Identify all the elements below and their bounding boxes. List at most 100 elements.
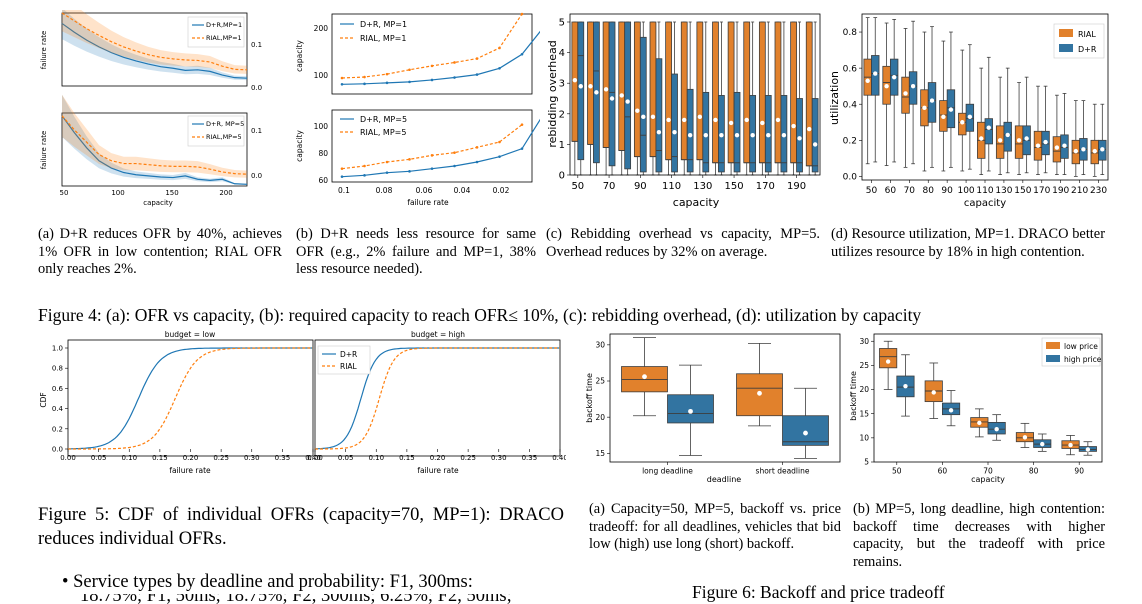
xtick-label: 0.00 [60, 454, 76, 462]
fig6b-plot: 5 10 15 20 25 30 50 60 70 80 90 backoff time capac… [849, 333, 1103, 484]
mean-marker-fig4c [588, 84, 593, 89]
fig4a-top-legend-0: D+R,MP=1 [206, 21, 242, 29]
mean-marker-fig4c [666, 117, 671, 123]
mean-marker-fig4c [650, 114, 656, 120]
fig5-right-title: budget = high [411, 330, 465, 339]
fig4b-top-legend-0: D+R, MP=1 [360, 20, 407, 29]
fig4a-bot-legend-1: RIAL,MP=5 [206, 133, 242, 141]
fig6a-xlabel: deadline [707, 475, 741, 484]
fig4a-bot-legend-0: D+R, MP=5 [206, 120, 244, 128]
mean-marker-fig4c [656, 129, 662, 135]
xtick-label: 110 [976, 186, 993, 196]
point-fig4b_bottom-1-2 [385, 160, 389, 164]
point-fig4b_bottom-0-3 [408, 170, 411, 173]
fig5-legend-1: RIAL [340, 362, 358, 371]
box-fig4c-0-4 [633, 21, 641, 158]
point-fig4b_top-0-3 [408, 80, 411, 84]
mean-marker-fig4c [812, 142, 818, 147]
bullet-item: • Service types by deadline and probabil… [62, 570, 473, 594]
xtick-label: short deadline [756, 467, 810, 476]
mean-marker-fig4c [797, 136, 802, 141]
fig4b-top-ytick-0: 100 [314, 71, 329, 80]
point-fig4b_top-1-3 [408, 68, 411, 72]
xtick-label: 150 [1014, 186, 1031, 196]
box-fig4c-1-3 [624, 21, 632, 170]
mean-marker-fig4d [1062, 143, 1067, 148]
fig4d-legend-1: D+R [1078, 45, 1097, 54]
fig4c-xlabel: capacity [673, 196, 720, 209]
xtick-label: 60 [938, 467, 948, 476]
mean-marker-fig4c [775, 117, 781, 123]
mean-marker-fig4c [682, 117, 687, 123]
mean-marker-fig4c [703, 133, 708, 138]
mean-marker-fig4d [922, 105, 927, 111]
fig4b-xlabel: failure rate [407, 198, 449, 207]
mean-marker-fig4c [744, 117, 749, 123]
xtick-label: 80 [923, 186, 935, 196]
xtick-label: 0.35 [275, 454, 291, 462]
xtick-label: 0.15 [399, 454, 415, 462]
fig6b-subcaption: (b) MP=5, long deadline, high contention… [853, 501, 1105, 570]
cdf-line-fig5_low-0 [68, 347, 313, 450]
mean-marker-fig6b [948, 408, 954, 413]
point-fig4b_top-1-6 [475, 57, 479, 60]
xtick-label: 0.05 [338, 454, 354, 462]
mean-marker-fig4d [891, 74, 897, 80]
point-fig4b_top-0-2 [385, 81, 389, 85]
mean-marker-fig4c [791, 123, 796, 129]
point-fig4b_bottom-0-0 [340, 175, 344, 178]
series-line-fig4a_top-0 [61, 22, 248, 79]
point-fig4b_top-1-0 [340, 76, 344, 80]
ytick-label: 0 [559, 171, 565, 182]
mean-marker-fig4d [948, 107, 954, 112]
mean-marker-fig4d [903, 91, 908, 96]
fig4b-xtick-4: 0.02 [493, 186, 510, 195]
point-fig4b_bottom-1-3 [408, 158, 411, 161]
xtick-label: 0.15 [152, 454, 168, 462]
box-fig4c-0-5 [649, 21, 657, 158]
mean-marker-fig4c [672, 129, 677, 135]
mean-marker-fig4c [807, 126, 812, 132]
fig4a-xlabel: capacity [143, 199, 173, 207]
mean-marker-fig6a [642, 374, 647, 380]
fig4b-bot-ylabel: capacity [295, 130, 304, 162]
fig6b-legend-1: high price [1064, 355, 1102, 364]
mean-marker-fig6a [688, 408, 693, 414]
fig4a-top-legend-1: RIAL,MP=1 [206, 34, 242, 42]
xtick-label: 90 [1074, 467, 1084, 476]
xtick-label: 60 [885, 186, 897, 196]
mean-marker-fig6a [757, 390, 762, 396]
ytick-label: 20 [595, 413, 605, 422]
point-fig4b_top-1-7 [498, 46, 501, 50]
series-line-fig4b_top-0 [341, 30, 540, 85]
mean-marker-fig4c [719, 133, 724, 138]
mean-marker-fig6b [931, 390, 936, 395]
fig5-right-xlabel: failure rate [417, 466, 459, 475]
ytick-label: 1.0 [52, 345, 63, 353]
ytick-label: 0.0 [843, 173, 858, 183]
fig4a-top-ylabel: failure rate [40, 31, 48, 70]
ytick-label: 0.6 [52, 385, 64, 393]
mean-marker-fig6b [1022, 435, 1028, 440]
xtick-label: 0.30 [244, 454, 260, 462]
xtick-label: 50 [866, 186, 878, 196]
box-fig4c-0-12 [758, 21, 766, 164]
mean-marker-fig4d [910, 83, 916, 89]
box-fig4c-1-10 [733, 91, 741, 173]
series-line-fig4b_bottom-0 [341, 118, 540, 178]
xtick-label: 0.20 [430, 454, 446, 462]
box-fig4c-0-10 [727, 21, 735, 164]
ytick-label: 3 [559, 79, 565, 90]
fig4a-plot: failure rate failure rate 0.1 0.0 0.1 0.… [40, 10, 262, 207]
series-line-fig4a_top-1 [61, 12, 248, 71]
point-fig4b_bottom-0-2 [385, 171, 389, 174]
box-fig4c-0-11 [743, 21, 751, 164]
ytick-label: 0.4 [843, 100, 858, 110]
fig4a-bot-ylabel: failure rate [40, 131, 48, 170]
fig6a-plot: 15 20 25 30 long deadline short deadline back… [585, 333, 841, 484]
mean-marker-fig4c [687, 133, 693, 138]
box-fig4d-1-6 [984, 118, 993, 145]
point-fig4b_top-0-5 [453, 76, 456, 79]
xtick-label: 0.10 [368, 454, 384, 462]
box-fig4c-0-14 [790, 21, 797, 164]
